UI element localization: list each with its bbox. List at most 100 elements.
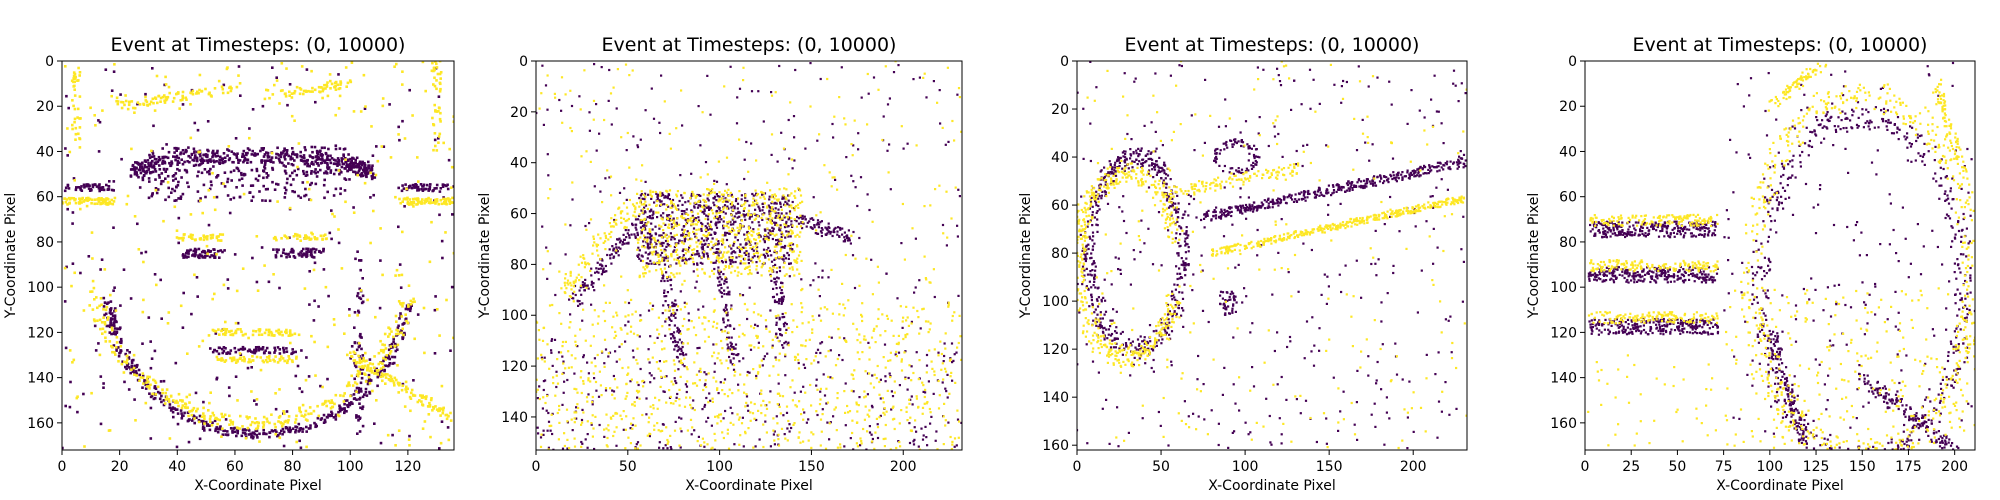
event-point-negative bbox=[160, 400, 163, 404]
event-point-negative bbox=[562, 391, 565, 394]
event-point-negative bbox=[118, 327, 122, 331]
event-point-negative bbox=[816, 221, 819, 224]
event-point-negative bbox=[664, 320, 667, 323]
event-point-positive bbox=[796, 233, 799, 236]
event-point-positive bbox=[348, 79, 352, 82]
event-point-negative bbox=[358, 416, 362, 420]
event-point-negative bbox=[726, 336, 729, 339]
event-point-negative bbox=[376, 375, 380, 379]
event-point-positive bbox=[751, 204, 754, 207]
event-point-negative bbox=[680, 347, 683, 351]
event-point-positive bbox=[272, 273, 275, 276]
event-point-negative bbox=[725, 231, 729, 235]
event-point-negative bbox=[820, 227, 823, 230]
event-point-negative bbox=[284, 188, 288, 192]
event-point-negative bbox=[687, 312, 690, 315]
event-point-negative bbox=[182, 256, 185, 259]
event-point-negative bbox=[284, 153, 287, 156]
event-point-negative bbox=[204, 254, 207, 258]
event-point-negative bbox=[322, 421, 326, 424]
event-point-negative bbox=[103, 313, 106, 317]
event-point-negative bbox=[729, 341, 732, 344]
event-point-negative bbox=[410, 186, 414, 190]
event-point-positive bbox=[207, 92, 211, 96]
event-point-positive bbox=[258, 330, 261, 333]
event-point-negative bbox=[920, 427, 923, 430]
event-point-positive bbox=[73, 107, 77, 111]
event-point-negative bbox=[290, 163, 294, 166]
event-point-positive bbox=[78, 126, 82, 129]
event-point-negative bbox=[398, 138, 401, 142]
event-point-negative bbox=[104, 312, 108, 316]
event-point-negative bbox=[717, 240, 720, 243]
event-point-positive bbox=[304, 409, 308, 413]
event-point-negative bbox=[388, 362, 392, 365]
event-point-negative bbox=[291, 348, 294, 351]
event-point-negative bbox=[615, 360, 618, 363]
event-point-negative bbox=[757, 341, 760, 344]
event-point-negative bbox=[904, 350, 907, 353]
event-point-negative bbox=[153, 386, 156, 389]
event-point-negative bbox=[781, 316, 784, 319]
event-point-negative bbox=[236, 428, 239, 432]
event-point-positive bbox=[163, 99, 166, 103]
event-point-positive bbox=[435, 149, 439, 152]
event-point-negative bbox=[697, 435, 700, 438]
event-point-negative bbox=[912, 440, 915, 443]
event-point-negative bbox=[212, 248, 215, 251]
event-point-positive bbox=[223, 331, 227, 335]
event-point-positive bbox=[410, 388, 414, 392]
event-point-negative bbox=[956, 93, 959, 96]
event-point-negative bbox=[661, 192, 664, 195]
event-point-positive bbox=[133, 215, 137, 218]
event-point-negative bbox=[843, 231, 846, 234]
event-point-negative bbox=[152, 155, 156, 158]
event-point-negative bbox=[299, 154, 302, 158]
event-point-positive bbox=[435, 62, 438, 66]
event-point-negative bbox=[768, 206, 771, 209]
event-point-negative bbox=[744, 253, 747, 256]
event-point-negative bbox=[350, 345, 354, 348]
event-point-positive bbox=[438, 117, 442, 121]
event-point-negative bbox=[196, 174, 199, 178]
event-point-negative bbox=[194, 391, 198, 395]
event-point-negative bbox=[730, 252, 733, 255]
event-point-negative bbox=[816, 139, 819, 142]
event-point-negative bbox=[703, 208, 706, 211]
event-point-negative bbox=[744, 196, 747, 199]
event-point-negative bbox=[202, 153, 206, 157]
event-point-positive bbox=[270, 334, 273, 337]
event-point-positive bbox=[363, 181, 367, 185]
event-point-negative bbox=[615, 107, 618, 110]
event-point-negative bbox=[158, 176, 161, 179]
event-point-negative bbox=[238, 178, 241, 182]
event-point-negative bbox=[659, 214, 663, 217]
event-point-positive bbox=[102, 198, 105, 201]
event-point-negative bbox=[126, 349, 129, 352]
event-point-negative bbox=[326, 163, 329, 167]
event-point-negative bbox=[724, 306, 727, 309]
event-point-negative bbox=[560, 109, 563, 112]
event-point-negative bbox=[829, 230, 832, 233]
event-point-negative bbox=[684, 383, 687, 386]
event-point-negative bbox=[787, 235, 790, 238]
event-point-positive bbox=[762, 192, 765, 195]
event-point-positive bbox=[394, 274, 397, 277]
event-point-negative bbox=[819, 390, 822, 393]
event-point-negative bbox=[663, 289, 666, 292]
event-point-negative bbox=[787, 230, 790, 233]
event-point-negative bbox=[715, 251, 718, 254]
event-point-negative bbox=[698, 370, 701, 373]
event-point-negative bbox=[586, 284, 589, 287]
event-point-negative bbox=[611, 245, 614, 248]
event-point-negative bbox=[367, 380, 370, 383]
event-point-negative bbox=[744, 218, 747, 221]
event-point-negative bbox=[718, 215, 721, 218]
event-point-positive bbox=[329, 406, 333, 410]
event-point-negative bbox=[748, 217, 751, 220]
event-point-negative bbox=[819, 230, 823, 233]
event-point-positive bbox=[411, 197, 415, 201]
event-point-negative bbox=[804, 218, 807, 221]
event-point-negative bbox=[894, 353, 897, 356]
event-point-positive bbox=[683, 229, 686, 232]
